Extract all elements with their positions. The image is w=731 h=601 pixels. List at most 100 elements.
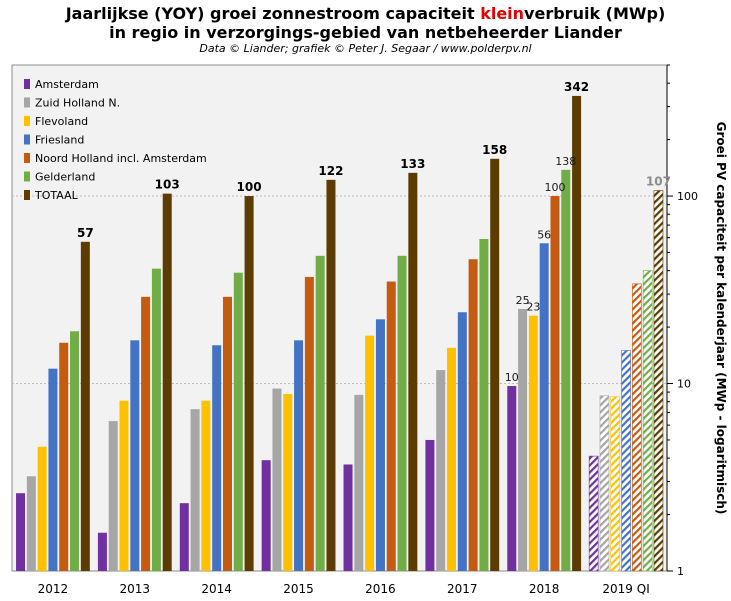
bar-gelderland-2018	[561, 169, 571, 572]
bar-noord-holland-incl-amsterdam-2014	[222, 296, 232, 571]
x-tick-label: 2019 QI	[602, 582, 649, 596]
data-label: 107	[646, 175, 671, 189]
bar-totaal-2012	[80, 241, 90, 571]
x-tick-label: 2015	[283, 582, 314, 596]
bar-totaal-2014	[244, 196, 254, 571]
bar-zuid-holland-n--2019-QI	[599, 395, 610, 572]
bar-gelderland-2012	[70, 331, 80, 571]
bar-amsterdam-2014	[179, 503, 189, 571]
bar-zuid-holland-n--2018	[518, 308, 528, 571]
bar-amsterdam-2018	[507, 386, 517, 571]
bar-friesland-2017	[457, 312, 467, 571]
bar-totaal-2013	[162, 193, 172, 571]
data-label: 25	[516, 294, 530, 307]
data-label: 103	[155, 178, 180, 192]
bar-gelderland-2015	[315, 255, 325, 571]
bar-flevoland-2017	[447, 347, 457, 571]
y-tick-label: 10	[677, 378, 691, 391]
bar-friesland-2012	[48, 368, 58, 571]
y-tick-label: 1	[677, 565, 684, 578]
y-axis-label: Groei PV capaciteit per kalenderjaar (MW…	[714, 122, 728, 515]
data-label: 138	[555, 155, 576, 168]
chart-title-line2: in regio in verzorgings-gebied van netbe…	[109, 23, 622, 42]
bar-zuid-holland-n--2014	[190, 409, 200, 571]
bar-amsterdam-2013	[97, 532, 107, 571]
data-label: 56	[537, 228, 551, 241]
bar-gelderland-2016	[397, 255, 407, 571]
bar-totaal-2018	[572, 95, 582, 571]
bar-zuid-holland-n--2012	[26, 476, 36, 571]
data-label: 122	[318, 164, 343, 178]
y-tick-label: 100	[677, 190, 698, 203]
legend-label: Noord Holland incl. Amsterdam	[35, 152, 207, 165]
legend-label: Amsterdam	[35, 78, 99, 91]
bar-friesland-2018	[539, 243, 549, 571]
legend-swatch	[24, 153, 30, 163]
bar-gelderland-2013	[151, 268, 161, 571]
chart-subtitle: Data © Liander; grafiek © Peter J. Segaa…	[199, 42, 532, 55]
chart-title: Jaarlijkse (YOY) groei zonnestroom capac…	[0, 4, 731, 23]
bar-amsterdam-2015	[261, 460, 271, 571]
legend-swatch	[24, 79, 30, 89]
bar-flevoland-2019-QI	[610, 396, 621, 572]
x-tick-label: 2017	[447, 582, 478, 596]
bar-totaal-2016	[408, 172, 418, 571]
bar-amsterdam-2012	[16, 493, 26, 571]
legend-swatch	[24, 190, 30, 200]
legend-label: Friesland	[35, 134, 84, 147]
data-label: 100	[544, 181, 565, 194]
bar-amsterdam-2019-QI	[588, 455, 599, 572]
legend-swatch	[24, 171, 30, 182]
legend-swatch	[24, 97, 30, 108]
data-label: 158	[482, 143, 507, 157]
bar-noord-holland-incl-amsterdam-2012	[59, 342, 69, 571]
legend-swatch	[24, 116, 30, 126]
legend-label: TOTAAL	[34, 189, 79, 202]
bar-zuid-holland-n--2017	[436, 370, 446, 571]
bar-gelderland-2017	[479, 239, 489, 571]
bar-friesland-2014	[212, 345, 222, 571]
bar-noord-holland-incl-amsterdam-2015	[304, 276, 314, 571]
bar-friesland-2016	[375, 319, 385, 571]
x-tick-label: 2014	[201, 582, 232, 596]
data-label: 10	[505, 371, 519, 384]
title-part1: Jaarlijkse (YOY) groei zonnestroom capac…	[65, 4, 481, 23]
bar-noord-holland-incl-amsterdam-2017	[468, 259, 478, 571]
bar-noord-holland-incl-amsterdam-2018	[550, 196, 560, 571]
data-label: 342	[564, 80, 589, 94]
data-label: 133	[400, 157, 425, 171]
bar-totaal-2019-QI	[653, 190, 664, 572]
bar-flevoland-2015	[283, 393, 293, 571]
bar-flevoland-2014	[201, 400, 211, 571]
bar-friesland-2019-QI	[621, 350, 631, 572]
data-label: 23	[526, 301, 540, 314]
bar-friesland-2013	[130, 340, 140, 571]
bar-zuid-holland-n--2015	[272, 388, 282, 571]
x-tick-label: 2013	[120, 582, 151, 596]
data-label: 57	[77, 226, 94, 240]
legend-label: Zuid Holland N.	[35, 97, 120, 110]
title-highlight: klein	[480, 4, 525, 23]
x-tick-label: 2012	[38, 582, 69, 596]
legend-label: Flevoland	[35, 115, 88, 128]
bar-totaal-2017	[490, 158, 500, 571]
bar-friesland-2015	[294, 340, 304, 571]
x-tick-label: 2018	[529, 582, 560, 596]
bar-flevoland-2018	[528, 315, 538, 571]
bar-flevoland-2012	[37, 446, 47, 571]
bar-noord-holland-incl-amsterdam-2016	[386, 281, 396, 571]
bar-flevoland-2016	[365, 335, 375, 571]
x-tick-label: 2016	[365, 582, 396, 596]
bar-totaal-2015	[326, 179, 336, 571]
bar-gelderland-2019-QI	[642, 270, 653, 572]
title-part2: verbruik (MWp)	[524, 4, 666, 23]
bar-noord-holland-incl-amsterdam-2013	[141, 296, 151, 571]
bar-gelderland-2014	[233, 272, 243, 571]
legend-label: Gelderland	[35, 171, 95, 184]
legend-swatch	[24, 134, 30, 145]
bar-noord-holland-incl-amsterdam-2019-QI	[632, 283, 642, 572]
bar-amsterdam-2017	[425, 439, 435, 571]
bar-zuid-holland-n--2016	[354, 394, 364, 571]
bar-flevoland-2013	[119, 400, 129, 571]
